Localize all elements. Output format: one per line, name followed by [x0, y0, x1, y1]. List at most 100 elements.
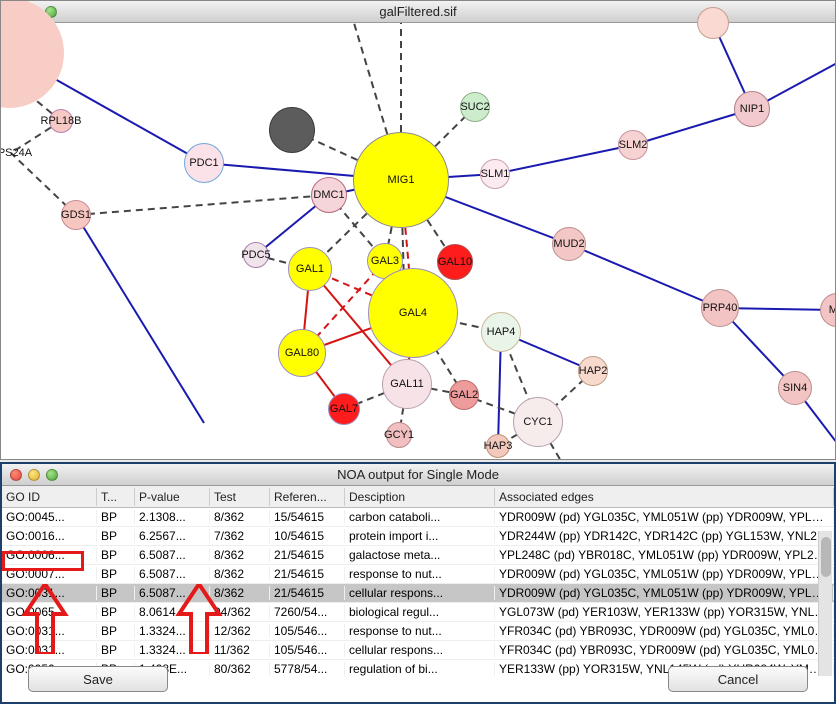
graph-node-gal2[interactable]: GAL2: [449, 380, 479, 410]
cancel-button[interactable]: Cancel: [668, 666, 808, 692]
cell-goid[interactable]: GO:0006...: [2, 548, 97, 562]
graph-node-gds1[interactable]: GDS1: [61, 200, 91, 230]
cell-pvalue[interactable]: 6.5087...: [135, 548, 210, 562]
cell-description[interactable]: biological regul...: [345, 605, 495, 619]
graph-node-darkgrey[interactable]: [269, 107, 315, 153]
table-row[interactable]: GO:0006... BP 6.5087... 8/362 21/54615 galact…: [2, 546, 834, 565]
cell-test[interactable]: 8/362: [210, 548, 270, 562]
cell-goid[interactable]: GO:0065...: [2, 605, 97, 619]
column-header-reference[interactable]: Referen...: [270, 488, 345, 506]
graph-node-gal10[interactable]: GAL10: [437, 244, 473, 280]
cell-test[interactable]: 12/362: [210, 624, 270, 638]
graph-node-gal80[interactable]: GAL80: [278, 329, 326, 377]
column-header-pvalue[interactable]: P-value: [135, 488, 210, 506]
graph-node-prp40[interactable]: PRP40: [701, 289, 739, 327]
table-row[interactable]: GO:0007... BP 6.5087... 8/362 21/54615 respon…: [2, 565, 834, 584]
cell-description[interactable]: galactose meta...: [345, 548, 495, 562]
cell-type[interactable]: BP: [97, 624, 135, 638]
save-button[interactable]: Save: [28, 666, 168, 692]
cell-edges[interactable]: YFR034C (pd) YBR093C, YDR009W (pd) YGL03…: [495, 624, 834, 638]
graph-node-pdc1[interactable]: PDC1: [184, 143, 224, 183]
cell-pvalue[interactable]: 8.0614...: [135, 605, 210, 619]
graph-node-toppinkcut[interactable]: [697, 7, 729, 39]
cell-description[interactable]: cellular respons...: [345, 643, 495, 657]
cell-reference[interactable]: 21/54615: [270, 567, 345, 581]
cell-description[interactable]: protein import i...: [345, 529, 495, 543]
cell-type[interactable]: BP: [97, 529, 135, 543]
cell-test[interactable]: 8/362: [210, 567, 270, 581]
column-header-description[interactable]: Desciption: [345, 488, 495, 506]
graph-node-slm2[interactable]: SLM2: [618, 130, 648, 160]
cell-test[interactable]: 8/362: [210, 586, 270, 600]
graph-node-gal4[interactable]: GAL4: [368, 268, 458, 358]
graph-node-mud2[interactable]: MUD2: [552, 227, 586, 261]
graph-node-cyc1[interactable]: CYC1: [513, 397, 563, 447]
cell-test[interactable]: 94/362: [210, 605, 270, 619]
cell-description[interactable]: response to nut...: [345, 624, 495, 638]
cell-edges[interactable]: YDR009W (pd) YGL035C, YML051W (pp) YDR00…: [495, 586, 834, 600]
cell-edges[interactable]: YPL248C (pd) YBR018C, YML051W (pp) YDR00…: [495, 548, 834, 562]
cell-type[interactable]: BP: [97, 586, 135, 600]
cell-reference[interactable]: 15/54615: [270, 510, 345, 524]
cell-pvalue[interactable]: 6.5087...: [135, 567, 210, 581]
table-traffic-lights[interactable]: [10, 469, 58, 481]
graph-node-gal7[interactable]: GAL7: [328, 393, 360, 425]
table-row[interactable]: GO:0031... BP 6.5087... 8/362 21/54615 cellul…: [2, 584, 834, 603]
cell-goid[interactable]: GO:0007...: [2, 567, 97, 581]
cell-edges[interactable]: YDR244W (pp) YDR142C, YDR142C (pp) YGL15…: [495, 529, 834, 543]
table-close-button[interactable]: [10, 469, 22, 481]
cell-reference[interactable]: 105/546...: [270, 643, 345, 657]
cell-description[interactable]: cellular respons...: [345, 586, 495, 600]
grid-body[interactable]: GO:0045... BP 2.1308... 8/362 15/54615 carbon…: [2, 508, 834, 676]
grid-scrollbar-thumb[interactable]: [821, 537, 831, 577]
graph-node-sin4[interactable]: SIN4: [778, 371, 812, 405]
table-row[interactable]: GO:0031... BP 1.3324... 12/362 105/546... res…: [2, 622, 834, 641]
cell-pvalue[interactable]: 6.2567...: [135, 529, 210, 543]
cell-type[interactable]: BP: [97, 567, 135, 581]
graph-node-hap3[interactable]: HAP3: [486, 434, 510, 458]
cell-goid[interactable]: GO:0031...: [2, 586, 97, 600]
graph-node-nip1[interactable]: NIP1: [734, 91, 770, 127]
cell-reference[interactable]: 105/546...: [270, 624, 345, 638]
cell-pvalue[interactable]: 2.1308...: [135, 510, 210, 524]
cell-type[interactable]: BP: [97, 548, 135, 562]
cell-reference[interactable]: 21/54615: [270, 586, 345, 600]
graph-node-slm1[interactable]: SLM1: [480, 159, 510, 189]
graph-node-hap2[interactable]: HAP2: [578, 356, 608, 386]
cell-pvalue[interactable]: 1.3324...: [135, 643, 210, 657]
cell-goid[interactable]: GO:0045...: [2, 510, 97, 524]
cell-reference[interactable]: 7260/54...: [270, 605, 345, 619]
cell-edges[interactable]: YDR009W (pd) YGL035C, YML051W (pp) YDR00…: [495, 510, 834, 524]
cell-description[interactable]: carbon cataboli...: [345, 510, 495, 524]
cell-reference[interactable]: 21/54615: [270, 548, 345, 562]
column-header-edges[interactable]: Associated edges: [495, 488, 834, 506]
cell-test[interactable]: 8/362: [210, 510, 270, 524]
graph-node-rpl18b[interactable]: RPL18B: [49, 109, 73, 133]
graph-node-gal11[interactable]: GAL11: [382, 359, 432, 409]
table-row[interactable]: GO:0016... BP 6.2567... 7/362 10/54615 protei…: [2, 527, 834, 546]
graph-node-pdc5[interactable]: PDC5: [243, 242, 269, 268]
column-header-type[interactable]: T...: [97, 488, 135, 506]
cell-test[interactable]: 11/362: [210, 643, 270, 657]
cell-description[interactable]: response to nut...: [345, 567, 495, 581]
cell-edges[interactable]: YDR009W (pd) YGL035C, YML051W (pp) YDR00…: [495, 567, 834, 581]
cell-type[interactable]: BP: [97, 605, 135, 619]
cell-goid[interactable]: GO:0031...: [2, 643, 97, 657]
cell-pvalue[interactable]: 1.3324...: [135, 624, 210, 638]
graph-node-suc2[interactable]: SUC2: [460, 92, 490, 122]
cell-edges[interactable]: YFR034C (pd) YBR093C, YDR009W (pd) YGL03…: [495, 643, 834, 657]
graph-node-gcy1[interactable]: GCY1: [386, 422, 412, 448]
column-header-goid[interactable]: GO ID: [2, 488, 97, 506]
cell-type[interactable]: BP: [97, 510, 135, 524]
graph-node-hap4[interactable]: HAP4: [481, 312, 521, 352]
cell-goid[interactable]: GO:0031...: [2, 624, 97, 638]
table-row[interactable]: GO:0065... BP 8.0614... 94/362 7260/54... bio…: [2, 603, 834, 622]
cell-edges[interactable]: YGL073W (pd) YER103W, YER133W (pp) YOR31…: [495, 605, 834, 619]
grid-scrollbar-track[interactable]: [818, 531, 832, 676]
cell-type[interactable]: BP: [97, 643, 135, 657]
column-header-test[interactable]: Test: [210, 488, 270, 506]
graph-node-mig1[interactable]: MIG1: [353, 132, 449, 228]
cell-reference[interactable]: 10/54615: [270, 529, 345, 543]
cell-pvalue[interactable]: 6.5087...: [135, 586, 210, 600]
